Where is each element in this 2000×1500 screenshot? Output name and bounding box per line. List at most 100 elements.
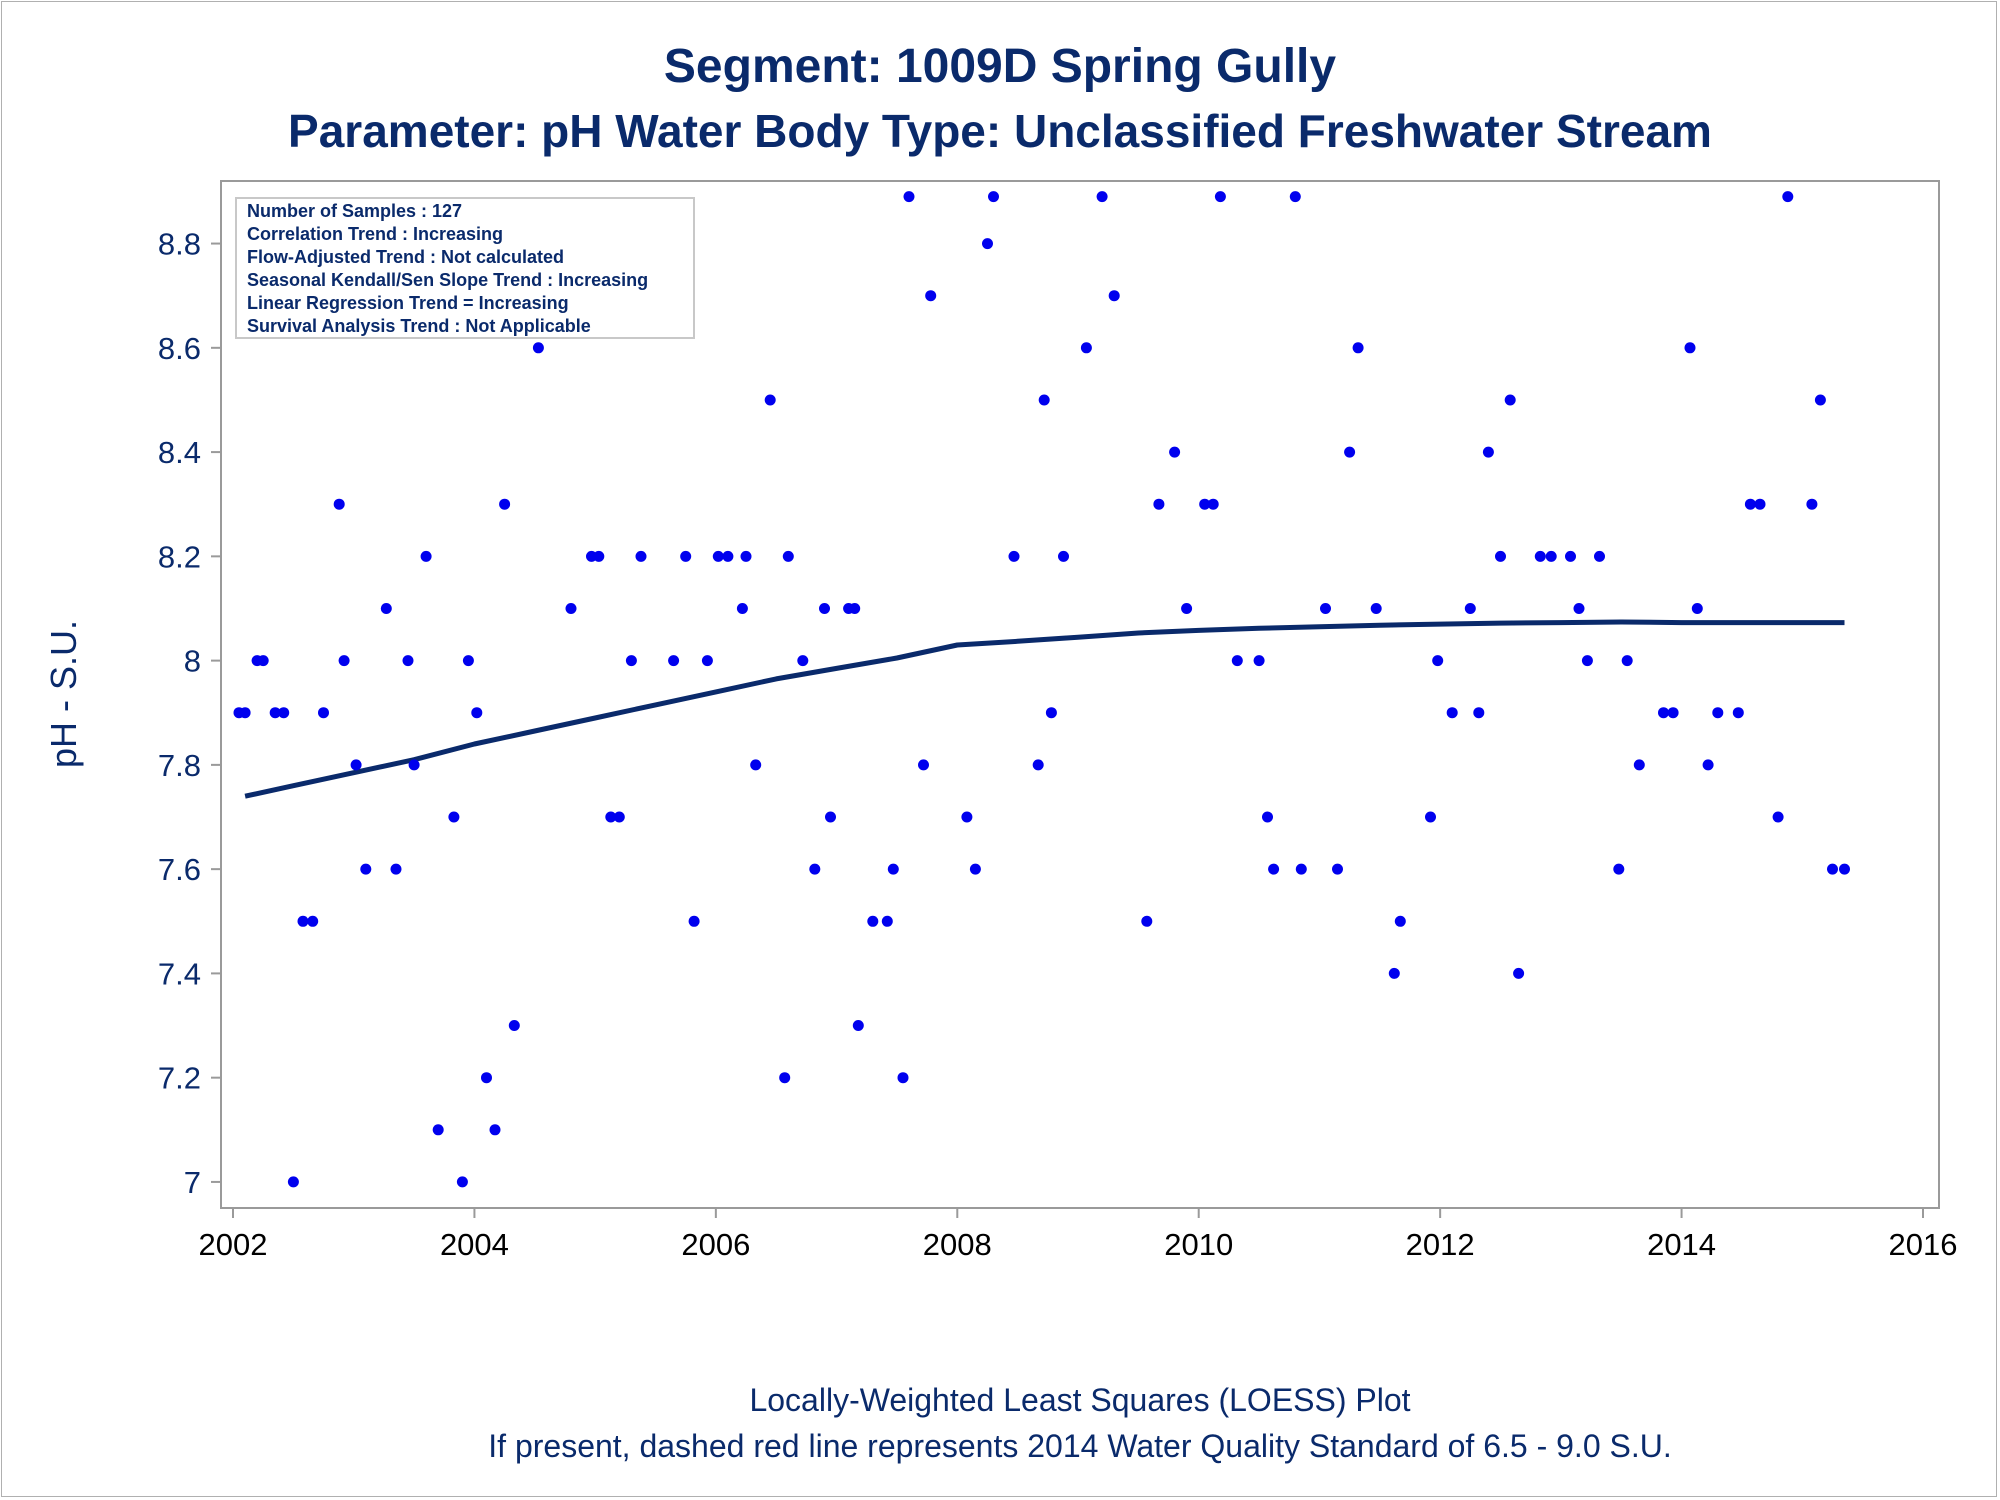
data-point	[1473, 707, 1485, 719]
data-point	[1231, 655, 1243, 667]
stats-line-samples: Number of Samples : 127	[247, 201, 462, 221]
data-point	[819, 603, 830, 614]
data-point	[1565, 550, 1576, 562]
stats-line-linear-regression: Linear Regression Trend = Increasing	[247, 293, 569, 313]
data-point	[1394, 915, 1406, 927]
data-point	[635, 550, 647, 562]
data-point	[1691, 603, 1703, 614]
data-point	[532, 342, 544, 354]
y-tick-label: 8.4	[158, 435, 201, 470]
data-point	[1732, 707, 1744, 719]
data-point	[1573, 603, 1585, 614]
data-point	[1169, 446, 1181, 458]
data-point	[1352, 342, 1364, 354]
data-point	[867, 915, 879, 927]
x-tick-label: 2002	[199, 1227, 268, 1262]
data-point	[1432, 655, 1444, 667]
data-point	[402, 655, 414, 667]
data-point	[1038, 394, 1050, 406]
data-point	[1667, 707, 1679, 719]
data-point	[1782, 191, 1794, 203]
data-point	[1388, 967, 1400, 979]
data-point	[782, 550, 794, 562]
data-point	[688, 915, 700, 927]
data-point	[825, 811, 836, 823]
stats-box-border	[235, 197, 695, 339]
data-point	[333, 498, 345, 510]
data-point	[988, 191, 999, 203]
y-tick-label: 7	[184, 1165, 201, 1200]
data-point	[297, 915, 309, 927]
data-point	[881, 915, 893, 927]
data-point	[481, 1072, 492, 1084]
x-tick-label: 2010	[1164, 1227, 1233, 1262]
data-point	[1464, 603, 1476, 614]
data-point	[1534, 550, 1546, 562]
data-point	[1772, 811, 1784, 823]
footnote-loess: Locally-Weighted Least Squares (LOESS) P…	[749, 1382, 1410, 1418]
data-point	[499, 498, 511, 510]
data-point	[809, 863, 821, 875]
data-point	[257, 655, 269, 667]
y-tick-label: 8.8	[158, 227, 201, 262]
y-tick-label: 7.2	[158, 1061, 201, 1096]
footnote-standard: If present, dashed red line represents 2…	[488, 1428, 1671, 1464]
data-point	[380, 603, 392, 614]
data-point	[680, 550, 692, 562]
data-point	[779, 1072, 791, 1084]
data-point	[1495, 550, 1506, 562]
data-point	[350, 759, 362, 771]
data-point	[489, 1124, 501, 1136]
y-tick-label: 7.4	[158, 956, 201, 991]
data-point	[1504, 394, 1516, 406]
y-tick-label: 8	[184, 644, 201, 679]
data-point	[613, 811, 625, 823]
data-point	[1658, 707, 1669, 719]
data-point	[448, 811, 460, 823]
data-point	[1446, 707, 1458, 719]
chart-title: Segment: 1009D Spring Gully	[664, 40, 1336, 93]
data-point	[1370, 603, 1382, 614]
data-point	[625, 655, 637, 667]
data-point	[897, 1072, 909, 1084]
data-point	[1425, 811, 1436, 823]
y-axis: 7 7.2 7.4 7.6 7.8 8 8.2 8.4 8.6 8.8	[158, 227, 221, 1200]
data-point	[1545, 550, 1557, 562]
x-tick-label: 2016	[1889, 1227, 1958, 1262]
data-point	[1320, 603, 1331, 614]
data-point	[1806, 498, 1818, 510]
data-point	[408, 759, 420, 771]
data-point	[1633, 759, 1645, 771]
data-point	[593, 550, 605, 562]
data-point	[1008, 550, 1020, 562]
data-point	[1344, 446, 1356, 458]
data-point	[1181, 603, 1193, 614]
stats-box: Number of Samples : 127 Correlation Tren…	[235, 197, 695, 339]
data-point	[750, 759, 762, 771]
data-point	[1207, 498, 1219, 510]
data-point	[1814, 394, 1826, 406]
data-point	[318, 707, 329, 719]
data-point	[1214, 191, 1226, 203]
x-tick-label: 2014	[1647, 1227, 1716, 1262]
stats-line-seasonal-kendall: Seasonal Kendall/Sen Slope Trend : Incre…	[247, 270, 648, 290]
data-point	[1332, 863, 1343, 875]
data-point	[462, 655, 474, 667]
stats-line-survival: Survival Analysis Trend : Not Applicable	[247, 316, 591, 336]
chart-subtitle: Parameter: pH Water Body Type: Unclassif…	[288, 105, 1712, 157]
data-point	[1513, 967, 1525, 979]
data-point	[456, 1176, 468, 1188]
data-point	[1096, 191, 1108, 203]
loess-line	[244, 619, 1845, 799]
y-tick-label: 8.2	[158, 539, 201, 574]
data-point	[1613, 863, 1625, 875]
data-point	[1482, 446, 1494, 458]
y-tick-label: 8.6	[158, 331, 201, 366]
data-point	[764, 394, 776, 406]
data-point	[712, 550, 724, 562]
data-point	[852, 1020, 864, 1031]
x-tick-label: 2004	[440, 1227, 509, 1262]
data-point	[1199, 498, 1211, 510]
data-point	[432, 1124, 444, 1136]
